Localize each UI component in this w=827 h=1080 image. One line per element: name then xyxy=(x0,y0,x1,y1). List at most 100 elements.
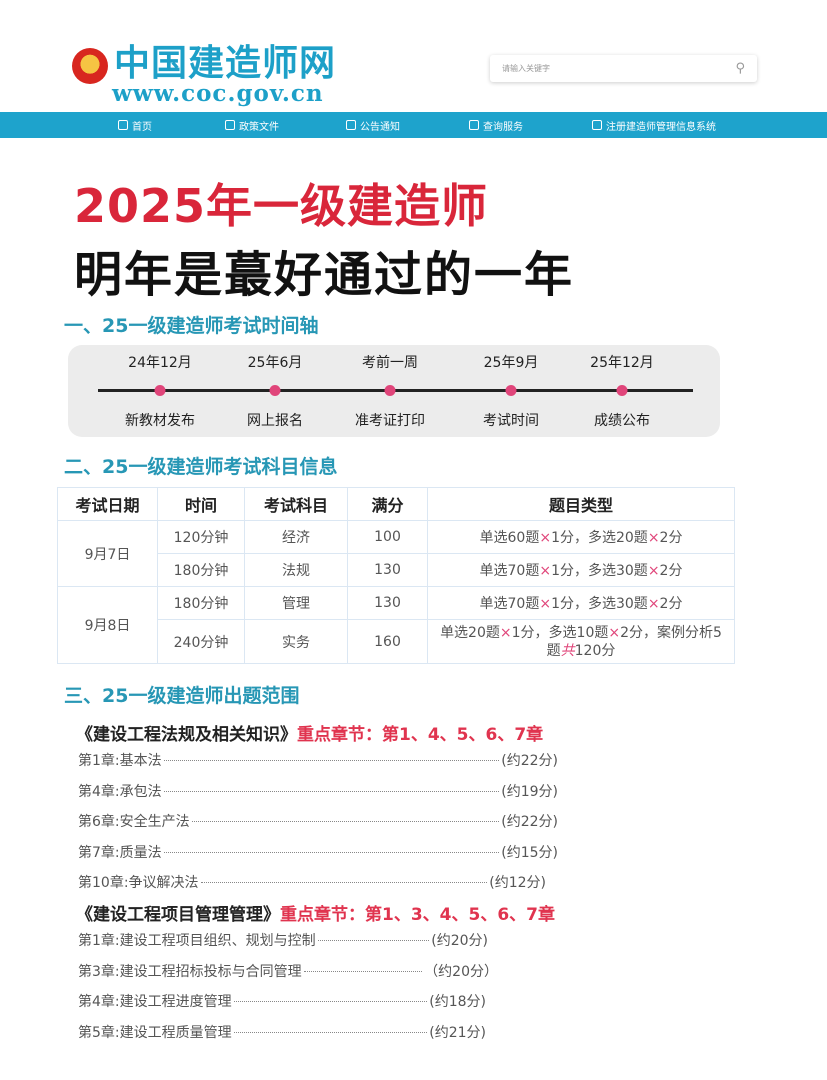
timeline-date: 24年12月 xyxy=(128,355,192,371)
cell-time: 180分钟 xyxy=(157,553,245,587)
nav-label: 政策文件 xyxy=(239,121,279,133)
timeline-dot xyxy=(384,385,396,396)
cell-type: 单选60题×1分，多选20题×2分 xyxy=(427,520,735,554)
timeline-date: 25年12月 xyxy=(590,355,654,371)
dotted-leader xyxy=(191,821,500,822)
list-item: 第3章:建设工程招标投标与合同管理 （约20分） xyxy=(78,961,498,981)
chapter-name: 第1章:建设工程项目组织、规划与控制 xyxy=(78,933,316,949)
exam-subjects-table: 考试日期 时间 考试科目 满分 题目类型 9月7日 120分钟 经济 100 单… xyxy=(57,487,735,664)
timeline-dot xyxy=(154,385,166,396)
t: 单选70题 xyxy=(479,596,540,612)
chapter-score: (约18分) xyxy=(429,994,486,1010)
times-icon: × xyxy=(608,624,621,641)
chapter-score: (约22分) xyxy=(501,814,558,830)
book-focus-chapters: 重点章节：第1、3、4、5、6、7章 xyxy=(280,905,555,925)
cell-type: 单选20题×1分，多选10题×2分，案例分析5题共120分 xyxy=(427,619,735,664)
search-icon[interactable]: ⚲ xyxy=(735,61,745,76)
home-icon xyxy=(118,120,128,130)
cell-subject: 实务 xyxy=(244,619,348,664)
chapter-name: 第4章:承包法 xyxy=(78,783,162,800)
nav-query[interactable]: 查询服务 xyxy=(469,118,523,133)
times-icon: × xyxy=(499,624,512,641)
dotted-leader xyxy=(163,760,500,761)
section-heading-scope: 三、25一级建造师出题范围 xyxy=(64,685,300,707)
dotted-leader xyxy=(163,851,500,853)
dotted-leader xyxy=(200,882,488,883)
timeline-event: 新教材发布 xyxy=(125,413,195,429)
table-row: 180分钟 法规 130 单选70题×1分，多选30题×2分 xyxy=(58,553,735,587)
t: 2分 xyxy=(659,563,683,579)
title-line-1: 2025年一级建造师 xyxy=(74,179,489,233)
list-item: 第4章:建设工程进度管理 (约18分) xyxy=(78,991,486,1011)
search-placeholder: 请输入关键字 xyxy=(502,64,550,73)
t: 2分，案例分析5题 xyxy=(546,624,722,659)
list-item: 第10章:争议解决法 (约12分) xyxy=(78,872,546,892)
cell-score: 130 xyxy=(347,553,428,587)
cell-type: 单选70题×1分，多选30题×2分 xyxy=(427,586,735,620)
cell-time: 120分钟 xyxy=(157,520,245,554)
timeline-event: 准考证打印 xyxy=(355,413,425,429)
search-input[interactable]: 请输入关键字 ⚲ xyxy=(490,55,757,82)
times-icon: × xyxy=(539,530,552,546)
times-icon: × xyxy=(539,563,552,579)
nav-registry-system[interactable]: 注册建造师管理信息系统 xyxy=(592,118,716,133)
header-score: 满分 xyxy=(347,487,428,521)
header-subject: 考试科目 xyxy=(244,487,348,521)
monitor-icon xyxy=(592,120,602,130)
timeline-event: 成绩公布 xyxy=(594,413,650,429)
table-row: 9月7日 120分钟 经济 100 单选60题×1分，多选20题×2分 xyxy=(57,520,735,587)
dotted-leader xyxy=(233,1001,428,1002)
table-header-row: 考试日期 时间 考试科目 满分 题目类型 xyxy=(57,487,735,521)
chapter-score: (约21分) xyxy=(429,1024,486,1041)
dotted-leader xyxy=(303,970,423,972)
dotted-leader xyxy=(233,1031,428,1033)
dotted-leader xyxy=(317,940,430,941)
book-heading: 《建设工程法规及相关知识》重点章节：第1、4、5、6、7章 xyxy=(76,720,543,745)
timeline-dot xyxy=(505,385,517,396)
clipboard-icon xyxy=(346,120,356,130)
t: 1分，多选10题 xyxy=(511,624,609,641)
chapter-name: 第5章:建设工程质量管理 xyxy=(78,1024,232,1041)
list-item: 第1章:建设工程项目组织、规划与控制 (约20分) xyxy=(78,930,488,950)
national-emblem-icon xyxy=(72,48,108,84)
section-heading-timeline: 一、25一级建造师考试时间轴 xyxy=(64,315,319,337)
chapter-name: 第4章:建设工程进度管理 xyxy=(78,994,232,1010)
t: 120分 xyxy=(574,642,616,659)
cell-score: 160 xyxy=(347,619,428,664)
list-item: 第4章:承包法 (约19分) xyxy=(78,781,558,801)
t: 单选60题 xyxy=(479,530,540,546)
timeline-date: 考前一周 xyxy=(362,355,418,371)
site-logo[interactable]: 中国建造师网 xyxy=(72,42,336,86)
header-date: 考试日期 xyxy=(57,487,158,521)
times-icon: × xyxy=(647,530,660,546)
logo-url: www.coc.gov.cn xyxy=(112,80,324,107)
nav-notice[interactable]: 公告通知 xyxy=(346,118,400,133)
timeline-line xyxy=(98,389,693,392)
times-icon: × xyxy=(539,596,552,612)
chapter-name: 第6章:安全生产法 xyxy=(78,814,190,830)
timeline-dot xyxy=(616,385,628,396)
nav-bar: 首页 政策文件 公告通知 查询服务 注册建造师管理信息系统 xyxy=(0,112,827,138)
list-item: 第1章:基本法 (约22分) xyxy=(78,750,558,770)
chapter-name: 第10章:争议解决法 xyxy=(78,875,199,891)
nav-label: 注册建造师管理信息系统 xyxy=(606,121,716,133)
table-row: 240分钟 实务 160 单选20题×1分，多选10题×2分，案例分析5题共12… xyxy=(58,619,735,664)
list-item: 第6章:安全生产法 (约22分) xyxy=(78,811,558,831)
header-time: 时间 xyxy=(157,487,245,521)
timeline-date: 25年6月 xyxy=(247,355,303,371)
nav-policy[interactable]: 政策文件 xyxy=(225,118,279,133)
t: 2分 xyxy=(659,596,683,612)
t: 共 xyxy=(560,642,575,659)
nav-home[interactable]: 首页 xyxy=(118,118,152,133)
nav-label: 查询服务 xyxy=(483,121,523,133)
section-heading-subjects: 二、25一级建造师考试科目信息 xyxy=(64,456,338,478)
chapter-score: (约15分) xyxy=(501,844,558,861)
timeline-event: 网上报名 xyxy=(247,413,303,429)
query-icon xyxy=(469,120,479,130)
book-name: 《建设工程项目管理管理》 xyxy=(76,905,280,925)
chapter-score: （约20分） xyxy=(424,963,498,980)
cell-time: 180分钟 xyxy=(157,586,245,620)
cell-score: 100 xyxy=(347,520,428,554)
dotted-leader xyxy=(163,790,500,792)
cell-type: 单选70题×1分，多选30题×2分 xyxy=(427,553,735,587)
